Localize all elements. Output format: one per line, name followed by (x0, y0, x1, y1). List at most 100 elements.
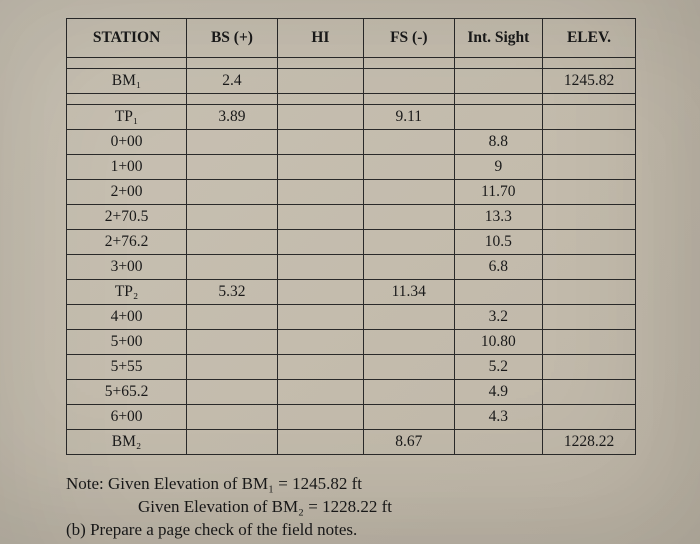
cell-hi (277, 155, 363, 180)
cell-fs (363, 355, 454, 380)
col-header-bs: BS (+) (187, 19, 278, 58)
cell-int (454, 280, 542, 305)
cell-hi (277, 130, 363, 155)
cell-fs (363, 330, 454, 355)
table-row: 5+00 10.80 (67, 330, 636, 355)
cell-station: 1+00 (67, 155, 187, 180)
note-line-2: Given Elevation of BM₂ = 1228.22 ft (66, 496, 666, 519)
cell-fs: 8.67 (363, 430, 454, 455)
cell-fs (363, 155, 454, 180)
cell-elev (543, 330, 636, 355)
cell-elev (543, 205, 636, 230)
cell-hi (277, 405, 363, 430)
cell-fs (363, 130, 454, 155)
table-spacer-row (67, 94, 636, 105)
cell-elev: 1245.82 (543, 69, 636, 94)
cell-station: 3+00 (67, 255, 187, 280)
col-header-hi: HI (277, 19, 363, 58)
cell-int (454, 69, 542, 94)
table-row: 3+00 6.8 (67, 255, 636, 280)
cell-hi (277, 430, 363, 455)
cell-elev (543, 405, 636, 430)
cell-bs (187, 430, 278, 455)
cell-bs (187, 305, 278, 330)
table-row: TP₂ 5.32 11.34 (67, 280, 636, 305)
cell-fs (363, 380, 454, 405)
cell-station: BM₁ (67, 69, 187, 94)
table-row: 2+76.2 10.5 (67, 230, 636, 255)
leveling-table: STATION BS (+) HI FS (-) Int. Sight ELEV… (66, 18, 636, 455)
cell-int: 3.2 (454, 305, 542, 330)
cell-elev (543, 155, 636, 180)
cell-int: 10.80 (454, 330, 542, 355)
cell-elev (543, 230, 636, 255)
cell-int: 4.3 (454, 405, 542, 430)
cell-bs: 3.89 (187, 105, 278, 130)
cell-hi (277, 255, 363, 280)
cell-hi (277, 280, 363, 305)
cell-bs (187, 230, 278, 255)
table-row: 2+70.5 13.3 (67, 205, 636, 230)
cell-station: 5+65.2 (67, 380, 187, 405)
table-row: 5+55 5.2 (67, 355, 636, 380)
cell-hi (277, 230, 363, 255)
cell-elev (543, 355, 636, 380)
table-spacer-row (67, 58, 636, 69)
cell-int: 4.9 (454, 380, 542, 405)
cell-bs (187, 355, 278, 380)
note-line-3: (b) Prepare a page check of the field no… (66, 519, 666, 542)
cell-bs (187, 155, 278, 180)
cell-bs: 2.4 (187, 69, 278, 94)
table-row: 5+65.2 4.9 (67, 380, 636, 405)
cell-fs: 11.34 (363, 280, 454, 305)
cell-elev (543, 180, 636, 205)
cell-int: 11.70 (454, 180, 542, 205)
cell-int: 10.5 (454, 230, 542, 255)
col-header-station: STATION (67, 19, 187, 58)
cell-station: BM₂ (67, 430, 187, 455)
cell-hi (277, 205, 363, 230)
table-row: TP₁ 3.89 9.11 (67, 105, 636, 130)
table-row: 4+00 3.2 (67, 305, 636, 330)
table-row: BM₁ 2.4 1245.82 (67, 69, 636, 94)
cell-bs (187, 380, 278, 405)
cell-station: 2+00 (67, 180, 187, 205)
cell-elev (543, 255, 636, 280)
note-line-1: Note: Given Elevation of BM₁ = 1245.82 f… (66, 473, 666, 496)
cell-bs (187, 130, 278, 155)
cell-int: 6.8 (454, 255, 542, 280)
cell-station: 5+55 (67, 355, 187, 380)
cell-int: 5.2 (454, 355, 542, 380)
cell-fs (363, 205, 454, 230)
cell-hi (277, 69, 363, 94)
cell-station: TP₂ (67, 280, 187, 305)
col-header-int: Int. Sight (454, 19, 542, 58)
cell-station: 2+70.5 (67, 205, 187, 230)
cell-bs (187, 205, 278, 230)
cell-fs (363, 230, 454, 255)
cell-hi (277, 180, 363, 205)
cell-bs: 5.32 (187, 280, 278, 305)
cell-elev: 1228.22 (543, 430, 636, 455)
cell-fs (363, 405, 454, 430)
cell-station: 5+00 (67, 330, 187, 355)
cell-bs (187, 255, 278, 280)
cell-int: 13.3 (454, 205, 542, 230)
cell-hi (277, 105, 363, 130)
cell-fs (363, 180, 454, 205)
cell-fs (363, 255, 454, 280)
notes-block: Note: Given Elevation of BM₁ = 1245.82 f… (66, 473, 666, 544)
table-row: BM₂ 8.67 1228.22 (67, 430, 636, 455)
cell-station: TP₁ (67, 105, 187, 130)
cell-hi (277, 330, 363, 355)
page: STATION BS (+) HI FS (-) Int. Sight ELEV… (0, 0, 700, 544)
cell-elev (543, 380, 636, 405)
cell-elev (543, 130, 636, 155)
cell-bs (187, 330, 278, 355)
col-header-elev: ELEV. (543, 19, 636, 58)
cell-int (454, 105, 542, 130)
cell-fs (363, 305, 454, 330)
cell-bs (187, 180, 278, 205)
cell-station: 2+76.2 (67, 230, 187, 255)
cell-bs (187, 405, 278, 430)
